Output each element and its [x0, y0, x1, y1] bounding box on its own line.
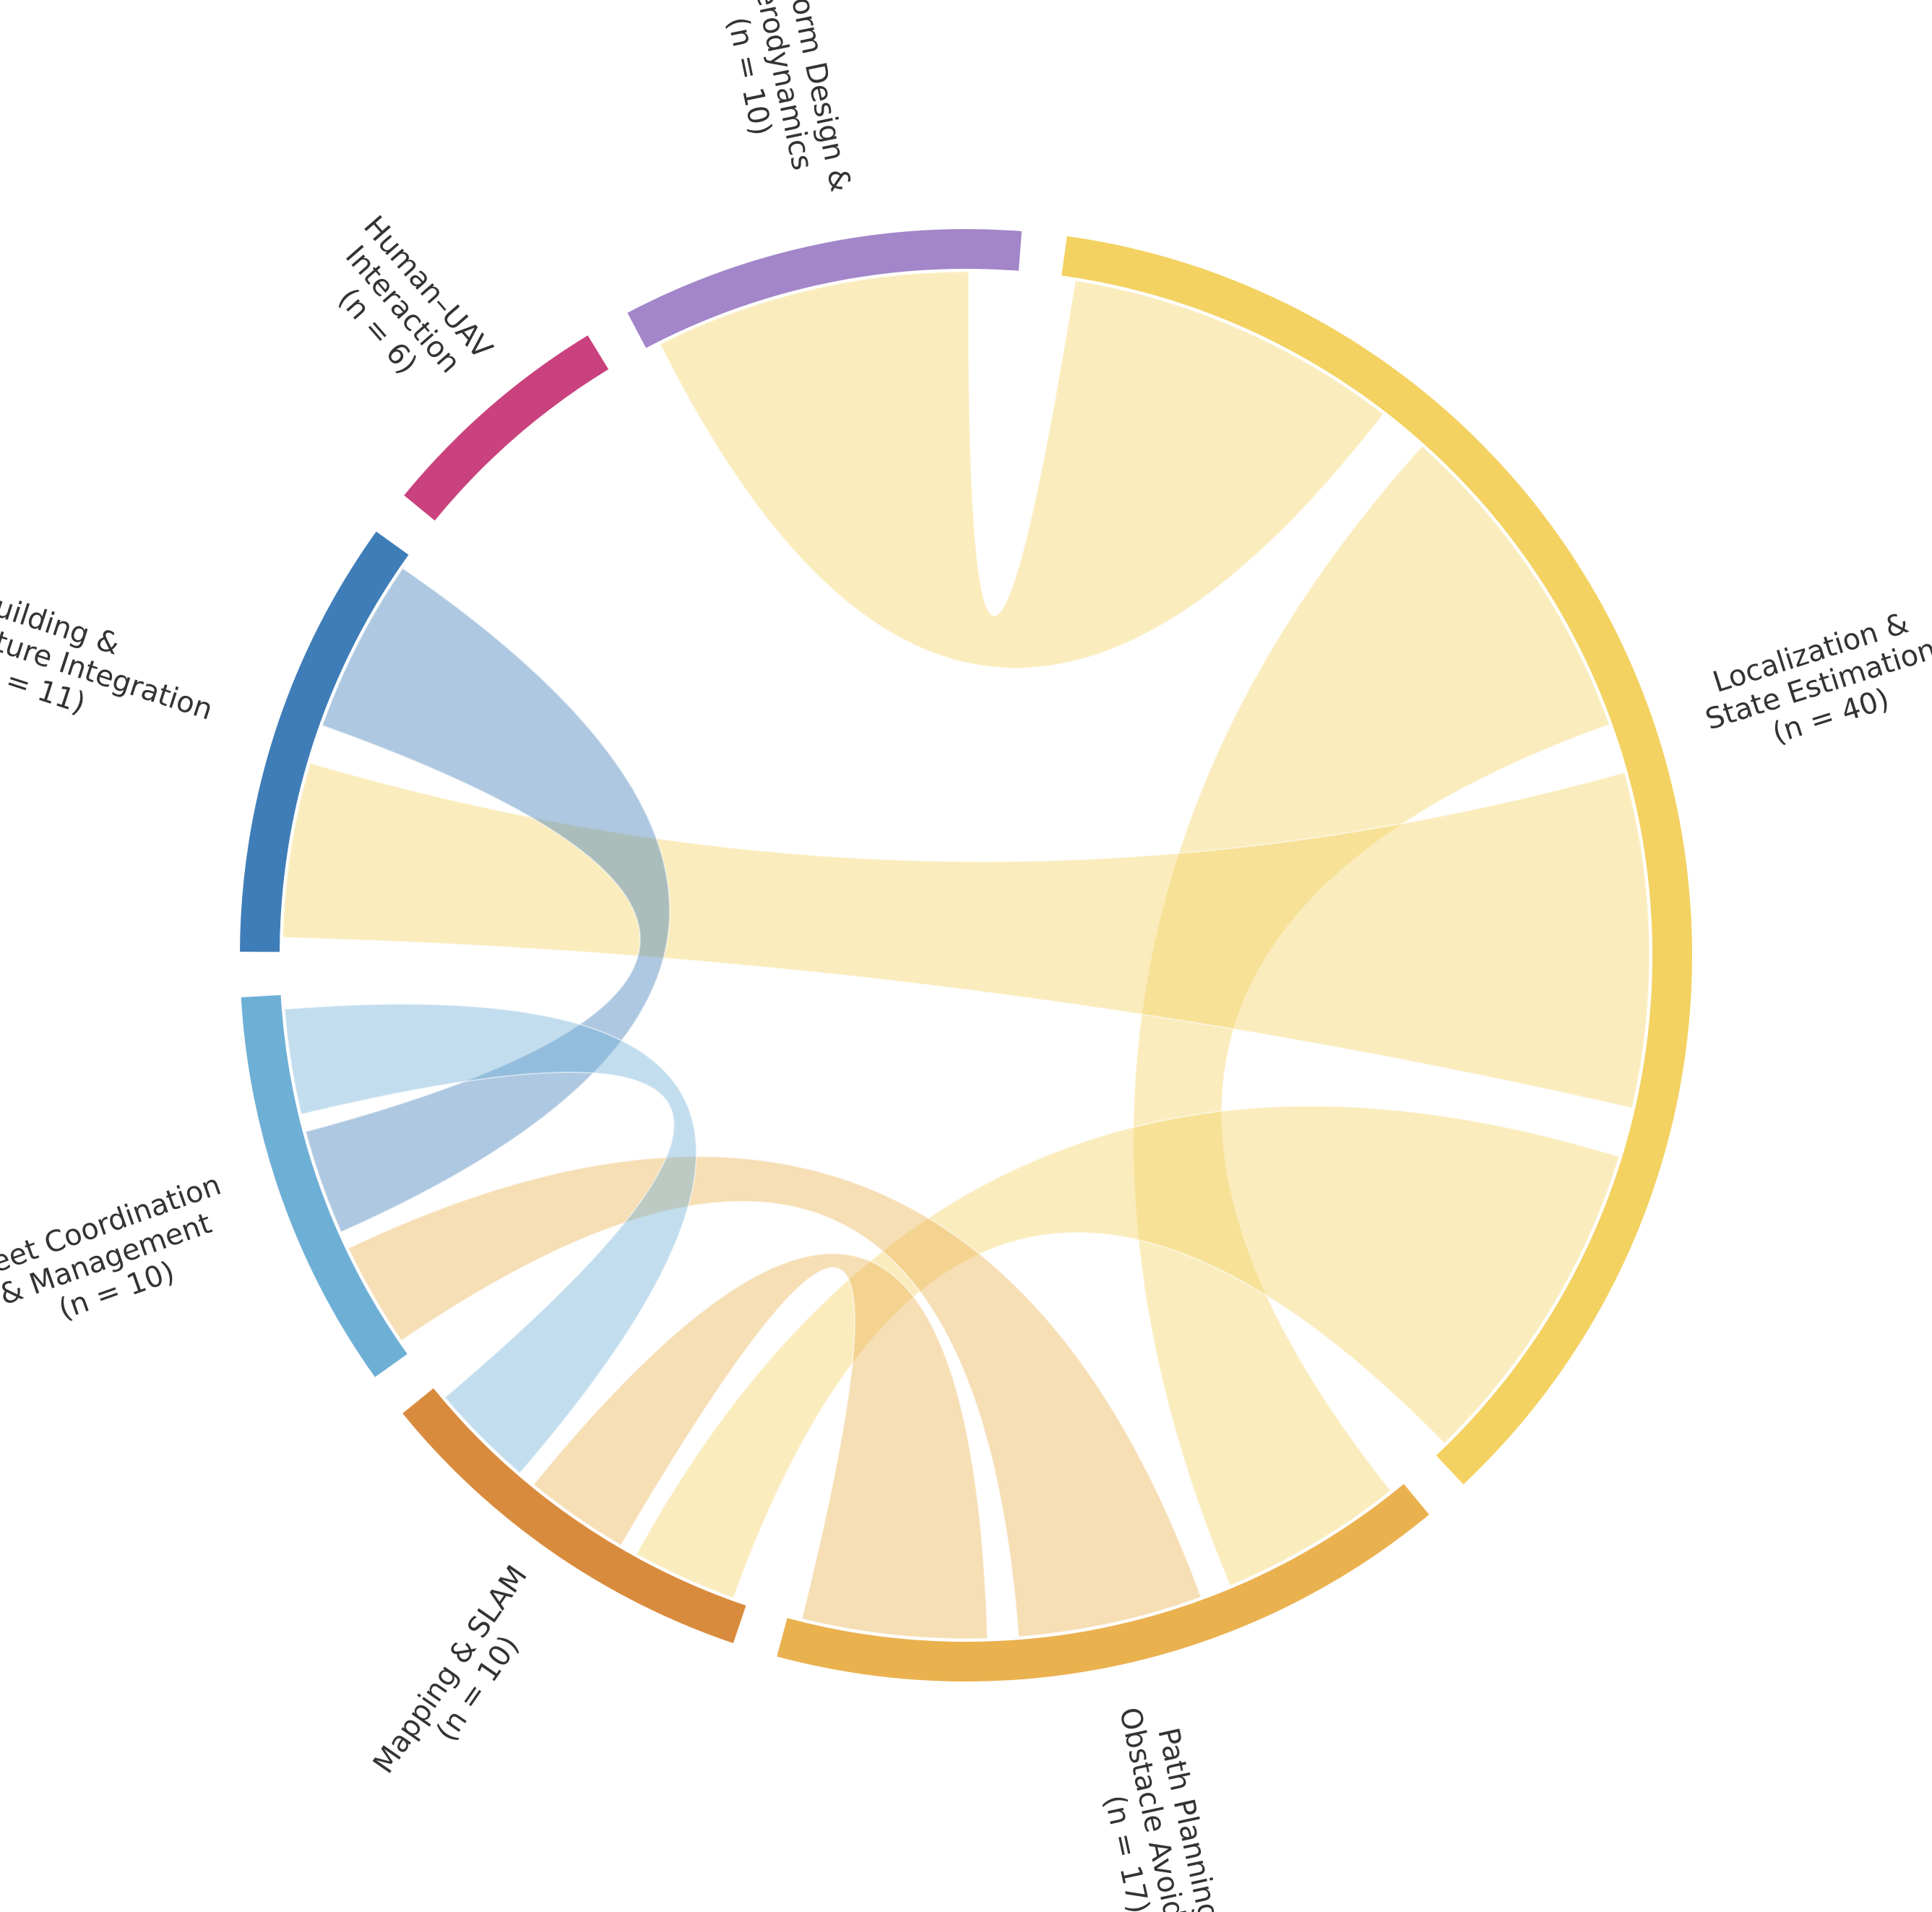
arc-build	[240, 531, 409, 952]
label-loc: Localization &State Estimation(n = 40)	[1691, 600, 1932, 768]
ribbon-loc-build	[282, 762, 1650, 1109]
ribbon-fleet-map	[283, 1003, 697, 1475]
label-map: Mapping & SLAM(n = 10)	[367, 1559, 561, 1799]
label-plat: Platform Design &Aerodynamics(n = 10)	[707, 0, 858, 208]
ribbon-loc-plat	[659, 271, 1385, 669]
arc-map	[402, 1388, 746, 1643]
ribbon-path-map	[532, 1252, 988, 1640]
ribbon-loc-map	[635, 1105, 1621, 1599]
arc-human	[404, 335, 609, 521]
label-fleet: Fleet Coordination& Management(n = 10)	[0, 1168, 247, 1351]
arc-layer	[240, 228, 1692, 1682]
label-build: Building &Infrastructure Integration(n =…	[0, 551, 227, 759]
ribbon-path-fleet	[347, 1155, 1202, 1638]
label-human: Human–UAVInteraction(n = 6)	[307, 210, 499, 409]
ribbon-build-fleet	[304, 567, 670, 1233]
label-path: Path Planning &Obstacle Avoidance(n = 17…	[1080, 1697, 1238, 1912]
arc-plat	[627, 228, 1022, 348]
arc-path	[777, 1483, 1430, 1682]
ribbon-loc-path	[1132, 444, 1610, 1587]
arc-fleet	[241, 995, 407, 1377]
arc-loc	[1061, 236, 1692, 1485]
ribbon-layer	[282, 271, 1650, 1640]
